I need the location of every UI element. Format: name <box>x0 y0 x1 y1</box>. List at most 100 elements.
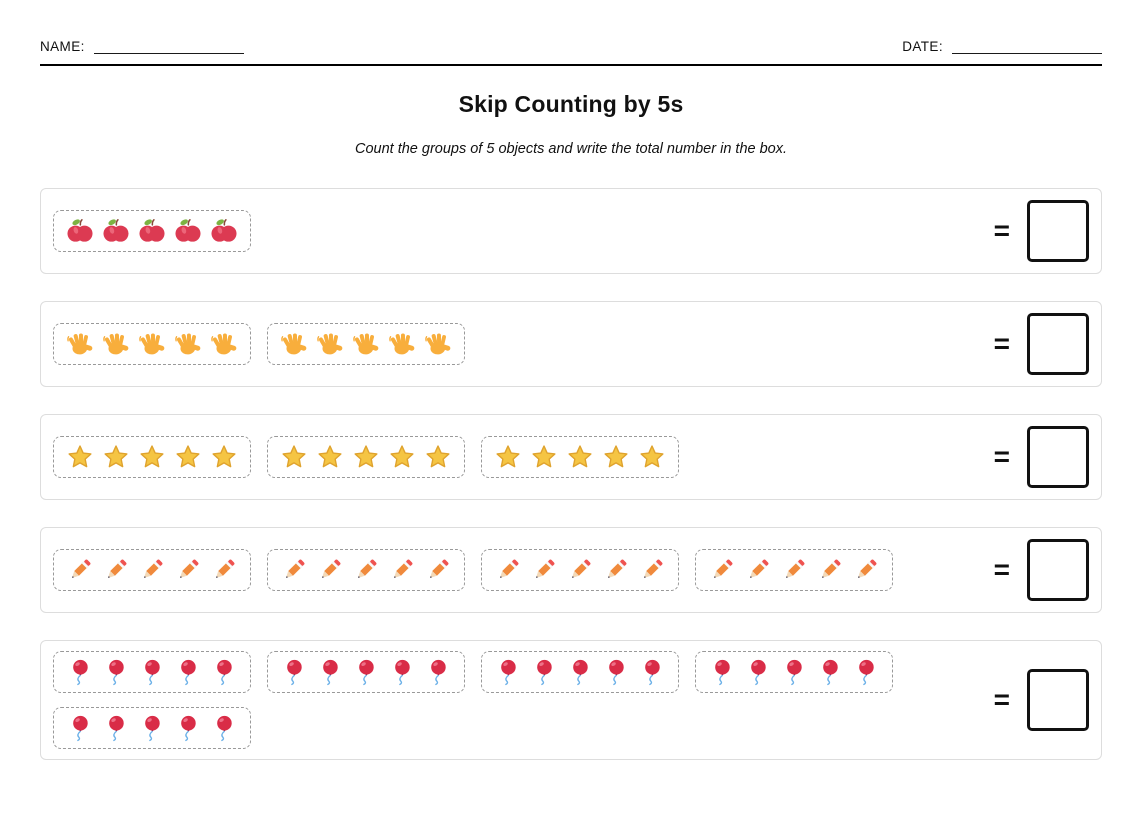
name-input-line[interactable] <box>93 39 244 54</box>
balloon-icon <box>217 715 232 742</box>
answer-area: = <box>994 426 1089 488</box>
balloon-icon <box>109 715 124 742</box>
apple-icon <box>175 219 201 242</box>
group-of-five-hands <box>267 323 465 365</box>
group-of-five-balloons <box>53 707 251 749</box>
balloon-icon <box>787 659 802 686</box>
star-icon <box>176 445 200 468</box>
answer-box[interactable] <box>1027 313 1089 375</box>
star-icon <box>568 445 592 468</box>
group-of-five-apples <box>53 210 251 252</box>
answer-box[interactable] <box>1027 669 1089 731</box>
star-icon <box>496 445 520 468</box>
pencil-icon <box>357 559 377 579</box>
group-of-five-hands <box>53 323 251 365</box>
group-of-five-balloons <box>695 651 893 693</box>
star-icon <box>640 445 664 468</box>
hand-icon <box>281 333 307 355</box>
group-of-five-pencils <box>481 549 679 591</box>
answer-box[interactable] <box>1027 539 1089 601</box>
star-icon <box>282 445 306 468</box>
date-field: DATE: <box>902 39 1102 54</box>
pencil-icon <box>571 559 591 579</box>
apple-icon <box>211 219 237 242</box>
balloon-icon <box>181 715 196 742</box>
object-groups <box>53 436 679 478</box>
object-groups <box>53 323 465 365</box>
date-label: DATE: <box>902 39 943 54</box>
balloon-icon <box>73 715 88 742</box>
star-icon <box>212 445 236 468</box>
pencil-icon <box>821 559 841 579</box>
group-of-five-balloons <box>267 651 465 693</box>
hand-icon <box>67 333 93 355</box>
star-icon <box>532 445 556 468</box>
pencil-icon <box>713 559 733 579</box>
pencil-icon <box>107 559 127 579</box>
pencil-icon <box>285 559 305 579</box>
balloon-icon <box>145 715 160 742</box>
balloon-icon <box>145 659 160 686</box>
hand-icon <box>103 333 129 355</box>
answer-box[interactable] <box>1027 200 1089 262</box>
star-icon <box>426 445 450 468</box>
balloon-icon <box>109 659 124 686</box>
pencil-icon <box>429 559 449 579</box>
pencil-icon <box>749 559 769 579</box>
problem-row-star: = <box>40 414 1102 500</box>
pencil-icon <box>215 559 235 579</box>
name-field: NAME: <box>40 39 244 54</box>
problem-list: = <box>40 188 1102 760</box>
equals-sign: = <box>993 328 1010 359</box>
pencil-icon <box>143 559 163 579</box>
balloon-icon <box>537 659 552 686</box>
hand-icon <box>211 333 237 355</box>
pencil-icon <box>71 559 91 579</box>
balloon-icon <box>715 659 730 686</box>
date-input-line[interactable] <box>952 39 1102 54</box>
pencil-icon <box>321 559 341 579</box>
star-icon <box>390 445 414 468</box>
hand-icon <box>175 333 201 355</box>
pencil-icon <box>857 559 877 579</box>
pencil-icon <box>535 559 555 579</box>
group-of-five-stars <box>481 436 679 478</box>
balloon-icon <box>217 659 232 686</box>
pencil-icon <box>785 559 805 579</box>
balloon-icon <box>751 659 766 686</box>
balloon-icon <box>645 659 660 686</box>
equals-sign: = <box>993 684 1010 715</box>
balloon-icon <box>431 659 446 686</box>
answer-box[interactable] <box>1027 426 1089 488</box>
object-groups <box>53 210 251 252</box>
balloon-icon <box>573 659 588 686</box>
group-of-five-pencils <box>267 549 465 591</box>
worksheet-page: NAME: DATE: Skip Counting by 5s Count th… <box>40 39 1102 760</box>
pencil-icon <box>607 559 627 579</box>
answer-area: = <box>994 313 1089 375</box>
hand-icon <box>139 333 165 355</box>
balloon-icon <box>823 659 838 686</box>
group-of-five-stars <box>53 436 251 478</box>
group-of-five-balloons <box>53 651 251 693</box>
name-label: NAME: <box>40 39 85 54</box>
answer-area: = <box>994 200 1089 262</box>
answer-area: = <box>994 669 1089 731</box>
group-of-five-pencils <box>695 549 893 591</box>
star-icon <box>604 445 628 468</box>
instruction-text: Count the groups of 5 objects and write … <box>354 141 788 157</box>
star-icon <box>68 445 92 468</box>
problem-row-apple: = <box>40 188 1102 274</box>
equals-sign: = <box>993 441 1010 472</box>
balloon-icon <box>323 659 338 686</box>
equals-sign: = <box>993 554 1010 585</box>
problem-row-balloon: = <box>40 640 1102 760</box>
balloon-icon <box>287 659 302 686</box>
star-icon <box>318 445 342 468</box>
pencil-icon <box>643 559 663 579</box>
pencil-icon <box>179 559 199 579</box>
hand-icon <box>353 333 379 355</box>
answer-area: = <box>994 539 1089 601</box>
pencil-icon <box>499 559 519 579</box>
page-title: Skip Counting by 5s <box>458 91 684 117</box>
